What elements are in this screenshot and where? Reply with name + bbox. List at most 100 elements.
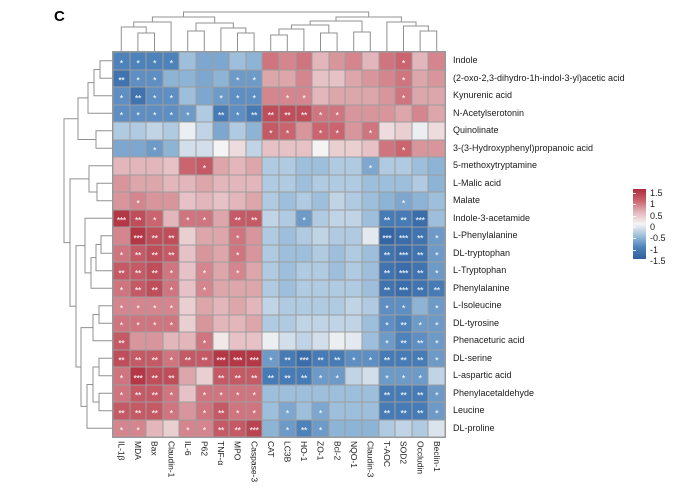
- heatmap-cell: **: [245, 367, 263, 385]
- significance-marker: *: [269, 355, 273, 366]
- heatmap-cell: *: [428, 244, 445, 262]
- heatmap-cell: [411, 122, 429, 140]
- heatmap-cell: *: [146, 209, 163, 227]
- heatmap-cell: *: [428, 384, 445, 402]
- heatmap-cell: [328, 157, 346, 175]
- heatmap-cell: [278, 314, 296, 332]
- heatmap-cell: *: [428, 332, 445, 350]
- heatmap-cell: *: [229, 69, 246, 87]
- heatmap-cell: [113, 192, 130, 210]
- heatmap-cell: *: [395, 192, 412, 210]
- heatmap-cell: *: [262, 122, 279, 140]
- heatmap-cell: **: [129, 384, 147, 402]
- significance-marker: **: [234, 215, 241, 226]
- heatmap-cell: [361, 314, 379, 332]
- significance-marker: *: [152, 93, 157, 104]
- heatmap-cell: [428, 419, 445, 437]
- row-label: L-Isoleucine: [453, 300, 502, 310]
- heatmap-cell: **: [146, 227, 163, 245]
- heatmap-cell: [395, 104, 412, 122]
- column-label: CAT: [265, 441, 276, 458]
- column-label: ZO-1: [315, 441, 326, 461]
- column-label: LC3B: [282, 441, 293, 463]
- significance-marker: **: [383, 215, 391, 226]
- heatmap-cell: [162, 419, 180, 437]
- significance-marker: **: [217, 373, 225, 384]
- significance-marker: *: [136, 320, 140, 331]
- significance-marker: **: [134, 250, 142, 261]
- column-label: MPO: [232, 441, 243, 461]
- heatmap-cell: **: [395, 384, 412, 402]
- heatmap-cell: [328, 314, 346, 332]
- significance-marker: *: [152, 58, 157, 69]
- significance-marker: ***: [398, 285, 409, 296]
- heatmap-cell: [345, 367, 362, 385]
- significance-marker: **: [134, 285, 142, 296]
- heatmap-cell: [146, 332, 163, 350]
- heatmap-cell: **: [212, 402, 230, 420]
- significance-marker: **: [134, 390, 142, 401]
- row-label: (2-oxo-2,3-dihydro-1h-indol-3-yl)acetic …: [453, 72, 625, 83]
- heatmap-cell: *: [411, 314, 429, 332]
- heatmap-cell: [411, 297, 429, 315]
- significance-marker: **: [151, 268, 158, 279]
- heatmap-cell: *: [162, 314, 180, 332]
- heatmap-cell: [361, 104, 379, 122]
- heatmap-cell: [278, 384, 296, 402]
- heatmap-cell: [411, 104, 429, 122]
- column-label: P62: [199, 441, 210, 457]
- heatmap-cell: *: [179, 104, 196, 122]
- heatmap-cell: *: [278, 402, 296, 420]
- heatmap-cell: *: [113, 367, 130, 385]
- heatmap-cell: *: [129, 69, 147, 87]
- significance-marker: **: [400, 320, 407, 331]
- heatmap-cell: [395, 419, 412, 437]
- significance-marker: *: [435, 268, 439, 279]
- heatmap-cell: *: [129, 297, 147, 315]
- heatmap-cell: [113, 122, 130, 140]
- heatmap-cell: [345, 262, 362, 280]
- heatmap-cell: *: [395, 367, 412, 385]
- heatmap-cell: [328, 332, 346, 350]
- heatmap-cell: [378, 87, 396, 105]
- heatmap-cell: [345, 52, 362, 70]
- heatmap-cell: [195, 69, 213, 87]
- heatmap-cell: [428, 69, 445, 87]
- heatmap-cell: [361, 52, 379, 70]
- significance-marker: *: [136, 425, 140, 436]
- heatmap-cell: [212, 314, 230, 332]
- heatmap-cell: [278, 227, 296, 245]
- heatmap-cell: [295, 262, 313, 280]
- heatmap-cell: [179, 174, 196, 192]
- significance-marker: ***: [398, 268, 409, 279]
- heatmap-cell: [328, 227, 346, 245]
- significance-marker: ***: [299, 355, 309, 366]
- heatmap-cell: *: [129, 52, 147, 70]
- heatmap-cell: *: [229, 87, 246, 105]
- heatmap-cell: **: [395, 332, 412, 350]
- heatmap-cell: [328, 297, 346, 315]
- heatmap-cell: [245, 314, 263, 332]
- significance-marker: **: [134, 268, 142, 279]
- heatmap-cell: [179, 87, 196, 105]
- heatmap-cell: [113, 227, 130, 245]
- heatmap-cell: [361, 227, 379, 245]
- heatmap-cell: [162, 139, 180, 157]
- heatmap-cell: *: [146, 69, 163, 87]
- heatmap-cell: **: [113, 402, 130, 420]
- significance-marker: **: [251, 110, 258, 121]
- heatmap-cell: [113, 157, 130, 175]
- heatmap-cell: **: [245, 209, 263, 227]
- heatmap-cell: *: [378, 332, 396, 350]
- significance-marker: *: [136, 303, 140, 314]
- significance-marker: **: [217, 425, 225, 436]
- significance-marker: *: [169, 268, 174, 279]
- heatmap-cell: **: [129, 402, 147, 420]
- significance-marker: *: [401, 93, 406, 104]
- heatmap-cell: [411, 157, 429, 175]
- significance-marker: *: [385, 320, 389, 331]
- heatmap-cell: [278, 209, 296, 227]
- heatmap-cell: [312, 262, 329, 280]
- heatmap-cell: [245, 52, 263, 70]
- heatmap-cell: [162, 157, 180, 175]
